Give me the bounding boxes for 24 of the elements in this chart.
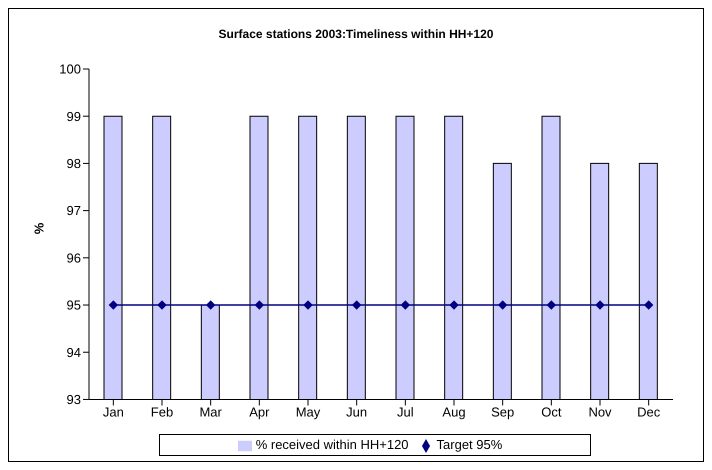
x-tick-label: Feb xyxy=(150,404,174,420)
y-tick-label: 97 xyxy=(66,203,81,218)
x-tick-label: Oct xyxy=(541,404,562,420)
legend-label: Target 95% xyxy=(436,437,502,452)
x-tick-label: Aug xyxy=(442,404,466,420)
x-tick-label: Apr xyxy=(249,404,270,420)
x-tick-label: Dec xyxy=(637,404,661,420)
x-tick-label: May xyxy=(296,404,321,420)
y-axis-title: % xyxy=(32,222,47,234)
x-tick-label: Mar xyxy=(199,404,223,420)
x-tick-label: Jun xyxy=(346,404,368,420)
y-tick-label: 93 xyxy=(66,392,81,408)
y-tick-label: 96 xyxy=(66,250,81,266)
chart-title: Surface stations 2003:Timeliness within HH+120 xyxy=(218,27,494,41)
x-tick-label: Sep xyxy=(491,404,514,420)
x-tick-label: Jan xyxy=(102,404,124,420)
y-tick-label: 95 xyxy=(66,298,81,313)
x-tick-label: Nov xyxy=(588,404,612,420)
y-tick-label: 94 xyxy=(66,344,81,360)
y-tick-label: 99 xyxy=(66,108,81,124)
legend-label: % received within HH+120 xyxy=(256,437,409,452)
y-tick-label: 98 xyxy=(66,156,81,172)
x-tick-label: Jul xyxy=(397,404,414,420)
y-tick-label: 100 xyxy=(59,62,81,77)
